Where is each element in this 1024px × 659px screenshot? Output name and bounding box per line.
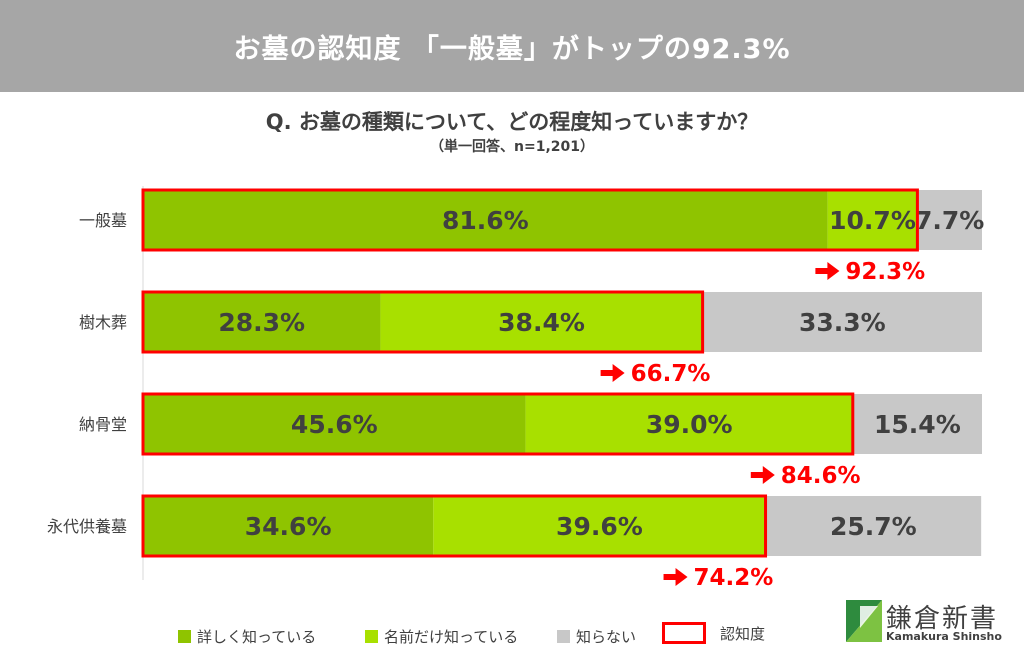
legend-swatch-detailed [178,630,191,643]
data-label-name-only: 10.7% [829,206,916,235]
chart-title: お墓の認知度 「一般墓」がトップの92.3% [233,33,791,65]
category-label: 一般墓 [79,211,127,230]
data-label-unknown: 15.4% [874,410,961,439]
company-logo: 鎌倉新書 Kamakura Shinsho [846,600,1016,648]
legend-label-awareness: 認知度 [720,624,766,643]
data-label-unknown: 7.7% [915,206,984,235]
category-label: 永代供養墓 [47,517,127,536]
category-label: 納骨堂 [79,415,127,434]
bar-name-only [525,394,853,454]
data-label-name-only: 39.6% [556,512,643,541]
bar-unknown [917,190,982,250]
survey-question: Q. お墓の種類について、どの程度知っていますか？ [265,110,759,134]
legend-label-detailed: 詳しく知っている [197,628,317,646]
bar-name-only [380,292,703,352]
awareness-label: 74.2% [694,565,774,591]
data-label-detailed: 45.6% [291,410,378,439]
awareness-outline [141,392,855,456]
bar-unknown [702,292,982,352]
category-label: 樹木葬 [79,313,127,332]
bar-name-only [433,496,766,556]
arrow-icon [815,262,840,280]
arrow-icon [663,568,688,586]
logo-mark-icon [846,600,882,642]
survey-subquestion: （単一回答、n=1,201） [430,139,594,155]
data-label-name-only: 38.4% [498,308,585,337]
data-label-detailed: 28.3% [218,308,305,337]
arrow-icon [600,364,625,382]
legend-item-detailed: 詳しく知っている [178,626,316,647]
data-label-unknown: 33.3% [799,308,886,337]
logo-name-jp: 鎌倉新書 [886,604,999,634]
legend: 詳しく知っている 名前だけ知っている 知らない 認知度 [0,618,1024,654]
logo-name-en: Kamakura Shinsho [886,630,1002,643]
data-label-detailed: 81.6% [442,206,529,235]
bar-detailed [143,496,434,556]
awareness-label: 92.3% [845,259,925,285]
awareness-label: 84.6% [781,463,861,489]
bar-detailed [143,292,381,352]
bar-detailed [143,190,828,250]
legend-label-unknown: 知らない [576,628,637,646]
data-label-name-only: 39.0% [646,410,733,439]
bar-detailed [143,394,526,454]
legend-item-unknown: 知らない [557,626,636,647]
legend-item-awareness: 認知度 [662,622,765,644]
legend-swatch-unknown [557,630,570,643]
awareness-label: 66.7% [631,361,711,387]
data-label-detailed: 34.6% [245,512,332,541]
bar-unknown [852,394,982,454]
bar-name-only [827,190,918,250]
bar-unknown [765,496,982,556]
legend-swatch-name-only [365,630,378,643]
title-banner: お墓の認知度 「一般墓」がトップの92.3% [0,0,1024,92]
awareness-outline [141,290,705,354]
awareness-outline [141,188,919,252]
stacked-bar-chart: 一般墓 81.6% 10.7% 7.7% 92.3% 樹木葬 28.3% 38.4% 33.3%… [47,186,984,591]
legend-item-name-only: 名前だけ知っている [365,626,518,647]
legend-box-awareness [662,622,706,644]
arrow-icon [750,466,775,484]
data-label-unknown: 25.7% [830,512,917,541]
legend-label-name-only: 名前だけ知っている [384,628,519,646]
awareness-outline [141,494,768,558]
